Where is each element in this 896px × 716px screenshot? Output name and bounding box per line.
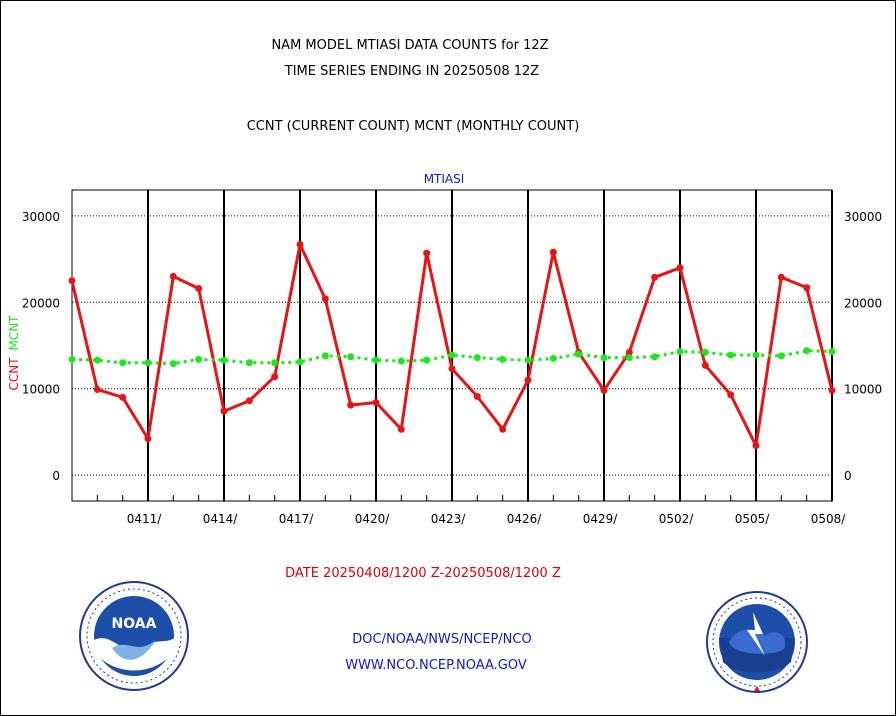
data-point-ccnt (321, 295, 329, 303)
data-point-ccnt (777, 273, 785, 281)
y-tick-label-right: 10000 (844, 383, 882, 397)
data-point-ccnt (448, 365, 456, 373)
x-tick-label: 0426/ (507, 512, 543, 526)
x-tick-label: 0508/ (811, 512, 847, 526)
data-point-ccnt (752, 442, 760, 450)
svg-text:NOAA: NOAA (112, 616, 157, 632)
y-axis-label-ccnt: CCNT (7, 357, 21, 391)
data-point-mcnt (752, 351, 760, 359)
x-tick-label: 0502/ (659, 512, 695, 526)
data-point-ccnt (144, 435, 152, 443)
x-tick-label: 0423/ (431, 512, 467, 526)
data-point-mcnt (220, 356, 228, 364)
data-point-ccnt (68, 277, 76, 285)
data-point-ccnt (423, 249, 431, 257)
credit-line-1: DOC/NOAA/NWS/NCEP/NCO (352, 632, 532, 647)
data-point-ccnt (727, 391, 735, 399)
noaa-logo: NOAA (79, 581, 189, 691)
data-point-ccnt (372, 399, 380, 407)
data-point-mcnt (119, 359, 127, 367)
data-point-ccnt (296, 240, 304, 248)
date-range: DATE 20250408/1200 Z-20250508/1200 Z (285, 566, 561, 581)
data-point-ccnt (271, 373, 279, 381)
data-point-mcnt (195, 355, 203, 363)
data-point-mcnt (347, 353, 355, 361)
data-point-mcnt (600, 354, 608, 362)
data-point-mcnt (701, 348, 709, 356)
data-point-ccnt (220, 407, 228, 415)
chart-title-line-1: NAM MODEL MTIASI DATA COUNTS for 12Z (271, 38, 549, 53)
data-point-mcnt (448, 351, 456, 359)
y-tick-label-right: 30000 (844, 210, 882, 224)
y-tick-label-left: 30000 (22, 210, 60, 224)
data-point-mcnt (423, 356, 431, 364)
data-point-ccnt (119, 393, 127, 401)
data-point-mcnt (777, 352, 785, 360)
data-point-ccnt (473, 392, 481, 400)
data-point-mcnt (828, 348, 836, 356)
data-point-ccnt (93, 386, 101, 394)
y-tick-label-right: 20000 (844, 296, 882, 310)
data-point-ccnt (651, 273, 659, 281)
data-point-ccnt (549, 248, 557, 256)
data-point-ccnt (803, 284, 811, 292)
data-point-ccnt (169, 272, 177, 280)
data-point-ccnt (828, 386, 836, 394)
data-point-mcnt (397, 357, 405, 365)
y-axis-label-mcnt: MCNT (7, 315, 21, 351)
data-point-mcnt (575, 350, 583, 358)
x-tick-label: 0411/ (127, 512, 163, 526)
data-point-mcnt (245, 359, 253, 367)
data-point-mcnt (625, 354, 633, 362)
data-point-ccnt (625, 348, 633, 356)
x-tick-label: 0505/ (735, 512, 771, 526)
y-tick-label-left: 10000 (22, 383, 60, 397)
data-point-mcnt (549, 354, 557, 362)
panel-label: MTIASI (423, 172, 465, 186)
data-point-mcnt (524, 356, 532, 364)
data-point-mcnt (296, 358, 304, 366)
data-point-mcnt (676, 348, 684, 356)
x-tick-label: 0414/ (203, 512, 239, 526)
y-tick-label-right: 0 (844, 469, 852, 483)
data-point-mcnt (321, 352, 329, 360)
chart-title-line-2: TIME SERIES ENDING IN 20250508 12Z (284, 64, 540, 79)
data-point-mcnt (372, 356, 380, 364)
data-point-mcnt (93, 356, 101, 364)
data-point-mcnt (144, 359, 152, 367)
data-point-ccnt (676, 264, 684, 272)
x-tick-label: 0417/ (279, 512, 315, 526)
data-point-ccnt (701, 361, 709, 369)
chart-subtitle: CCNT (CURRENT COUNT) MCNT (MONTHLY COUNT… (246, 119, 580, 134)
data-point-mcnt (271, 359, 279, 367)
data-point-ccnt (195, 284, 203, 292)
data-point-ccnt (245, 397, 253, 405)
data-point-ccnt (524, 376, 532, 384)
data-point-mcnt (803, 347, 811, 355)
x-tick-label: 0429/ (583, 512, 619, 526)
data-point-mcnt (651, 353, 659, 361)
data-point-mcnt (499, 355, 507, 363)
y-tick-label-left: 20000 (22, 296, 60, 310)
data-point-ccnt (397, 425, 405, 433)
data-point-mcnt (727, 351, 735, 359)
nws-logo (706, 591, 808, 693)
data-point-ccnt (347, 401, 355, 409)
credit-line-2: WWW.NCO.NCEP.NOAA.GOV (345, 658, 527, 673)
data-point-ccnt (499, 425, 507, 433)
x-tick-label: 0420/ (355, 512, 391, 526)
data-point-mcnt (169, 360, 177, 368)
data-point-ccnt (600, 386, 608, 394)
data-point-mcnt (68, 355, 76, 363)
y-tick-label-left: 0 (52, 469, 60, 483)
data-point-mcnt (473, 354, 481, 362)
